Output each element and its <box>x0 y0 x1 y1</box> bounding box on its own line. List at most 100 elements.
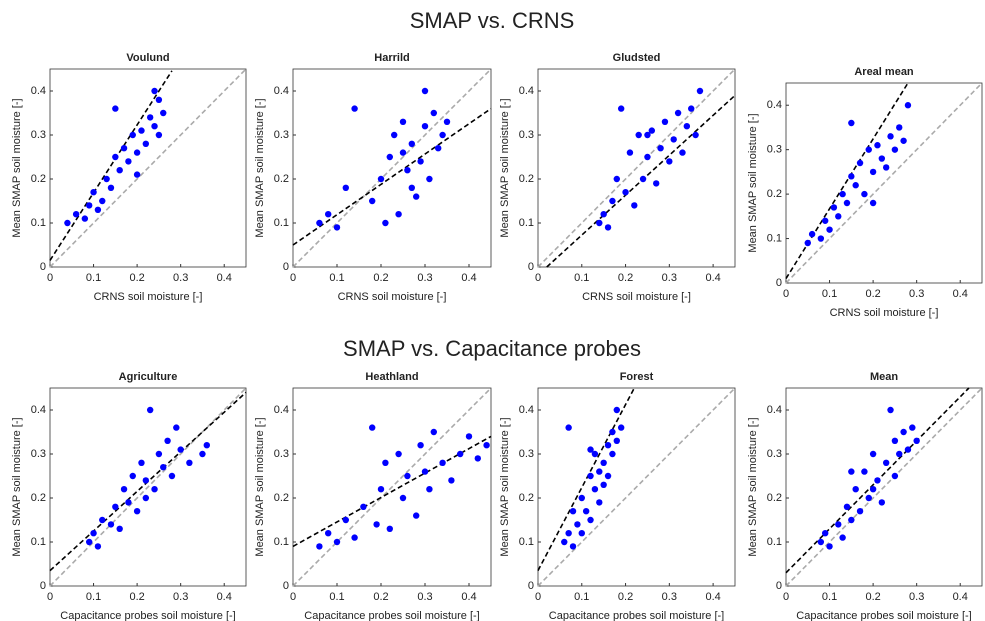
panel-title: Mean <box>870 371 898 383</box>
point <box>874 477 881 484</box>
y-tick-label: 0 <box>283 261 289 273</box>
point <box>382 459 389 466</box>
x-tick-label: 0 <box>290 272 296 284</box>
point <box>569 543 577 550</box>
axes-box <box>537 68 736 268</box>
axes-box <box>49 68 247 268</box>
point <box>869 450 877 458</box>
x-tick-label: 0.4 <box>461 272 476 284</box>
point <box>369 424 376 431</box>
point <box>674 109 682 117</box>
y-tick-label: 0.2 <box>274 492 289 504</box>
point <box>86 538 93 546</box>
point <box>399 494 407 502</box>
point <box>666 158 673 165</box>
y-axis-label: Mean SMAP soil moisture [-] <box>499 417 511 556</box>
point <box>887 133 894 140</box>
point <box>155 131 163 139</box>
point <box>631 202 638 209</box>
point <box>891 437 899 444</box>
y-tick-label: 0.2 <box>31 173 46 185</box>
point <box>120 486 128 493</box>
x-tick-label: 0.4 <box>705 591 720 603</box>
point <box>439 131 446 139</box>
axes-box <box>785 82 983 284</box>
y-tick-label: 0.2 <box>767 188 782 200</box>
point <box>138 459 145 466</box>
point <box>160 464 167 471</box>
point <box>843 503 851 510</box>
point <box>155 96 163 104</box>
reference-line <box>49 387 247 587</box>
y-tick-label: 0 <box>40 261 46 273</box>
point <box>316 543 323 550</box>
point <box>683 123 691 130</box>
point <box>848 468 855 475</box>
point <box>613 406 620 414</box>
point <box>155 450 163 458</box>
axes-box <box>785 387 983 587</box>
y-tick-label: 0.1 <box>31 536 46 548</box>
point <box>107 184 115 191</box>
point <box>822 530 829 537</box>
point <box>64 219 71 227</box>
y-tick-label: 0.4 <box>767 404 782 416</box>
point <box>591 486 599 493</box>
point <box>874 142 881 149</box>
point <box>600 459 607 466</box>
y-tick-label: 0 <box>528 580 534 592</box>
point <box>129 472 136 480</box>
point <box>622 189 629 196</box>
point <box>426 175 433 183</box>
point <box>569 508 577 515</box>
x-tick-label: 0.1 <box>86 591 101 603</box>
y-tick-label: 0 <box>776 277 782 289</box>
point <box>839 190 846 198</box>
x-tick-label: 0.4 <box>461 591 476 603</box>
y-tick-label: 0.3 <box>519 129 534 141</box>
x-tick-label: 0 <box>47 272 53 284</box>
x-tick-label: 0.2 <box>129 272 144 284</box>
point <box>430 109 437 117</box>
point <box>869 168 877 176</box>
point <box>457 450 464 458</box>
y-tick-label: 0 <box>40 580 46 592</box>
y-tick-label: 0.4 <box>519 85 534 97</box>
x-axis-label: Capacitance probes soil moisture [-] <box>549 610 724 621</box>
point <box>421 87 429 95</box>
point <box>168 472 176 480</box>
x-tick-label: 0.4 <box>953 288 968 300</box>
point <box>142 494 150 502</box>
x-tick-label: 0.2 <box>373 591 388 603</box>
point <box>483 442 490 449</box>
point <box>325 530 332 537</box>
y-tick-label: 0.1 <box>274 536 289 548</box>
point <box>896 450 903 458</box>
point <box>465 433 473 440</box>
point <box>913 437 920 444</box>
point <box>835 213 842 220</box>
point <box>138 127 145 134</box>
point <box>817 538 825 546</box>
y-tick-label: 0.1 <box>767 536 782 548</box>
point <box>574 521 581 528</box>
x-tick-label: 0.3 <box>909 591 924 603</box>
point <box>81 215 89 222</box>
reference-line <box>537 387 736 587</box>
x-tick-label: 0.4 <box>705 272 720 284</box>
x-tick-label: 0.1 <box>329 591 344 603</box>
fit-line <box>49 70 173 261</box>
x-axis-label: CRNS soil moisture [-] <box>830 307 939 319</box>
point <box>826 543 833 550</box>
point <box>613 437 620 444</box>
point <box>617 105 625 112</box>
point <box>142 140 150 147</box>
point <box>186 459 193 466</box>
x-tick-label: 0.4 <box>217 272 232 284</box>
point <box>591 450 599 458</box>
section-heading: SMAP vs. Capacitance probes <box>343 336 641 361</box>
x-tick-label: 0 <box>535 272 541 284</box>
y-axis-label: Mean SMAP soil moisture [-] <box>11 417 23 556</box>
point <box>404 472 411 480</box>
point <box>116 167 123 174</box>
